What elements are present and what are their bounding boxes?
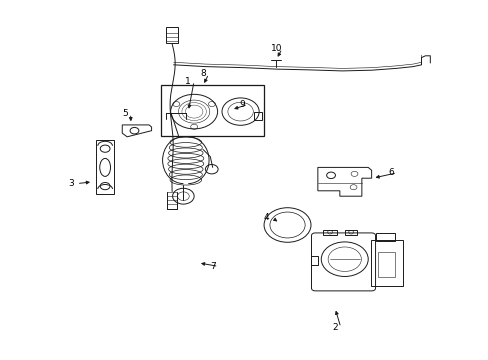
Bar [310,256,317,265]
Text: 2: 2 [331,323,337,332]
Text: 5: 5 [122,109,127,118]
Text: 10: 10 [270,44,282,53]
Bar [377,252,394,277]
Text: 1: 1 [185,77,191,85]
Bar [322,230,337,235]
Bar [375,233,394,241]
Text: 7: 7 [209,262,215,271]
Bar [161,85,264,136]
Bar [165,27,178,43]
Text: 9: 9 [239,100,244,109]
Bar [254,112,261,120]
Text: 3: 3 [68,179,74,188]
Bar [344,230,356,235]
Text: 4: 4 [263,213,269,222]
Text: 6: 6 [387,168,393,177]
Text: 8: 8 [200,69,205,78]
